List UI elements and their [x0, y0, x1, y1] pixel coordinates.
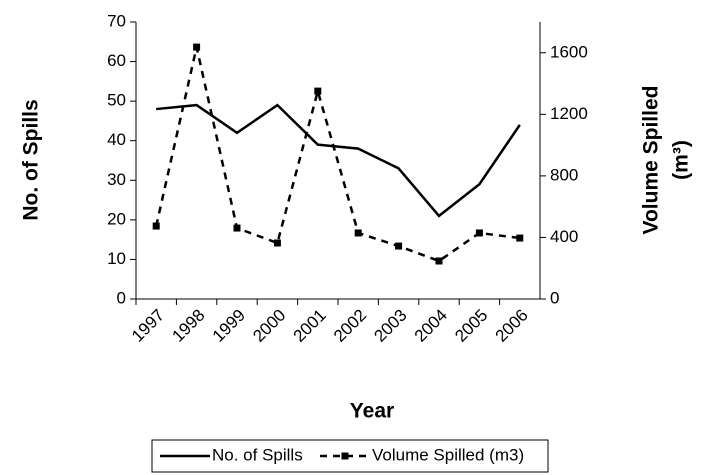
marker: [395, 242, 403, 250]
y2-tick-label: 1600: [550, 42, 588, 61]
y2-axis-title: Volume Spilled: [640, 86, 663, 235]
y-tick-label: 70: [107, 11, 126, 30]
marker: [152, 222, 160, 230]
x-tick-label: 1997: [128, 306, 168, 346]
x-tick-label: 2003: [370, 306, 410, 346]
marker: [193, 43, 201, 51]
marker: [435, 257, 443, 265]
marker: [314, 87, 322, 95]
y-axis-title: No. of Spills: [20, 99, 43, 220]
marker: [516, 234, 524, 242]
marker: [233, 224, 241, 232]
y2-tick-label: 400: [550, 227, 578, 246]
x-tick-label: 2005: [451, 306, 491, 346]
legend-box: [151, 439, 549, 473]
marker: [354, 229, 362, 237]
x-tick-label: 1999: [209, 306, 249, 346]
legend-label: Volume Spilled (m3): [372, 445, 524, 464]
x-tick-label: 1998: [168, 306, 208, 346]
line-series: [156, 103, 521, 218]
x-tick-label: 2002: [330, 306, 370, 346]
legend-marker: [341, 452, 349, 460]
x-tick-label: 2001: [290, 306, 330, 346]
y-tick-label: 60: [107, 51, 126, 70]
x-axis-title: Year: [350, 400, 394, 423]
x-tick-label: 2006: [492, 306, 532, 346]
y-tick-label: 40: [107, 130, 126, 149]
y-tick-label: 50: [107, 91, 126, 110]
x-tick-label: 2000: [249, 306, 289, 346]
y-tick-label: 0: [117, 288, 126, 307]
y2-axis-title: (m³): [670, 140, 693, 180]
line-series: [154, 46, 520, 263]
y2-tick-label: 0: [550, 288, 559, 307]
marker: [475, 229, 483, 237]
y2-tick-label: 1200: [550, 104, 588, 123]
legend-label: No. of Spills: [212, 445, 303, 464]
marker: [273, 239, 281, 247]
y2-tick-label: 800: [550, 165, 578, 184]
x-tick-label: 2004: [411, 306, 451, 346]
y-tick-label: 10: [107, 249, 126, 268]
y-tick-label: 20: [107, 209, 126, 228]
y-tick-label: 30: [107, 170, 126, 189]
